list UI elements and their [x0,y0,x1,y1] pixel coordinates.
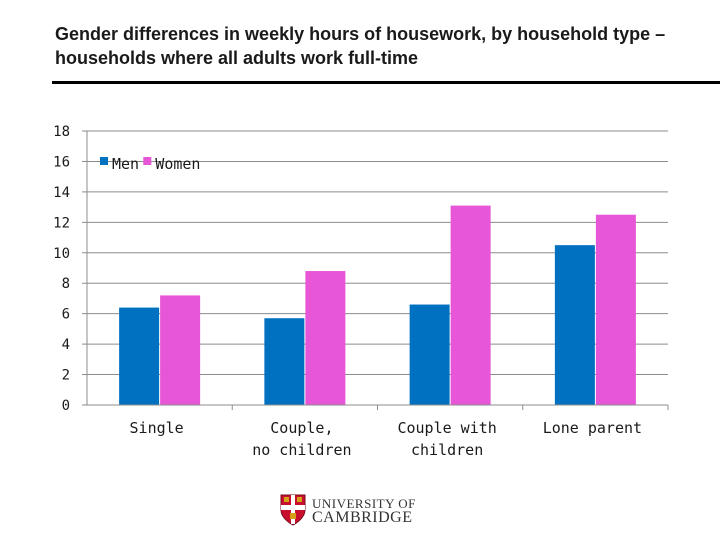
title-divider [52,81,720,84]
bar-men-3 [554,245,595,405]
x-axis-labels: Single Couple, no children Couple with child… [87,404,669,459]
bar-women-0 [160,295,201,405]
y-tick-label: 0 [62,398,70,414]
x-tick-label: Single [130,419,184,437]
bar-men-1 [264,318,305,405]
y-tick-label: 16 [53,154,70,170]
x-tick-label: Lone parent [543,419,642,437]
cambridge-crest-icon [280,494,306,526]
legend: Men Women [100,155,200,173]
y-tick-label: 14 [53,185,70,201]
bar-women-2 [450,205,491,405]
bar-men-2 [409,304,450,405]
y-axis-ticks: 0 2 4 6 8 10 12 14 16 18 [53,124,88,414]
y-tick-label: 4 [62,337,70,353]
bar-women-1 [305,271,346,405]
legend-label-women: Women [155,155,200,173]
legend-swatch-men [100,157,108,165]
bar-men-0 [119,307,160,405]
x-tick-label: Couple with children [397,419,496,459]
x-tick-label: Couple, no children [252,419,351,459]
logo-line2: CAMBRIDGE [312,509,413,526]
y-tick-label: 8 [62,276,70,292]
bars [119,205,636,405]
y-tick-label: 2 [62,368,70,384]
y-tick-label: 12 [53,215,70,231]
university-logo: UNIVERSITY OF CAMBRIDGE [280,494,430,528]
legend-label-men: Men [112,155,139,173]
y-tick-label: 18 [53,124,70,140]
logo-line1: UNIVERSITY OF [312,496,416,511]
bar-women-3 [595,214,636,405]
y-tick-label: 10 [53,246,70,262]
chart-title: Gender differences in weekly hours of ho… [55,24,666,68]
y-tick-label: 6 [62,307,70,323]
legend-swatch-women [143,157,152,165]
